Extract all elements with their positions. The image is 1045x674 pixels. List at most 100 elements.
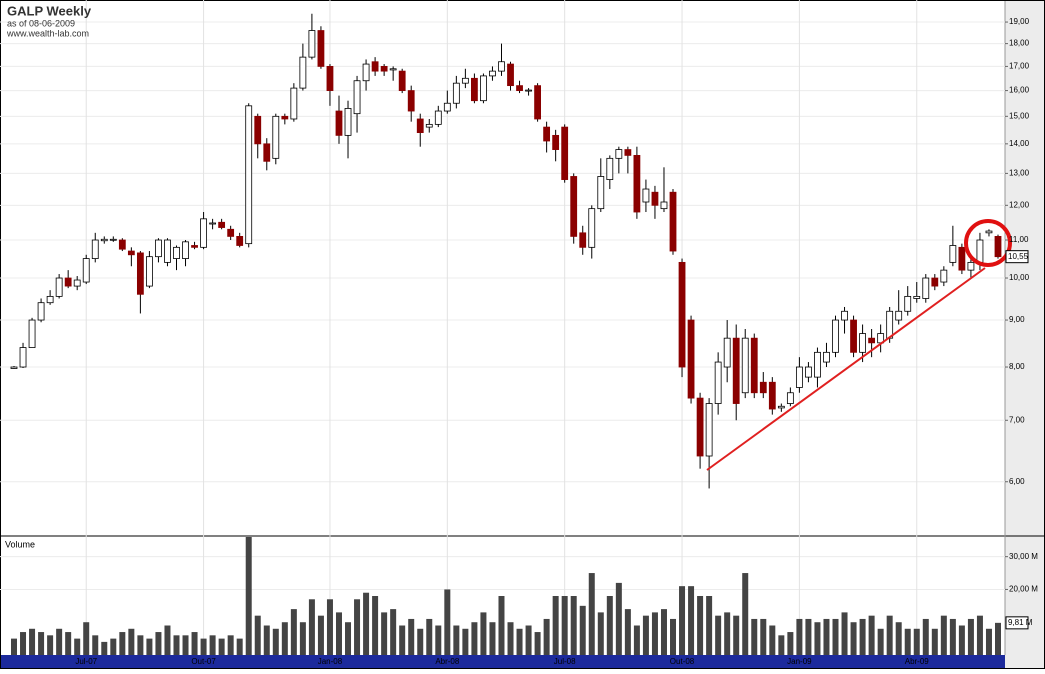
candle-up: [525, 89, 532, 92]
volume-bar: [435, 625, 442, 655]
candle-up: [814, 351, 821, 378]
candle-down: [227, 228, 235, 237]
candle-up: [173, 246, 180, 259]
candle-up: [904, 295, 912, 312]
y-tick-label: 17,00: [1009, 62, 1030, 71]
y-tick-label: 9,00: [1009, 315, 1025, 324]
candle-down: [958, 246, 966, 271]
volume-bar: [363, 592, 370, 655]
volume-bar: [218, 638, 225, 655]
volume-bar: [390, 609, 397, 655]
candle-up: [73, 279, 81, 287]
volume-bar: [335, 612, 342, 655]
candle-up: [344, 108, 352, 136]
last-value-label: 9,81 M: [1008, 618, 1033, 627]
candle-up: [777, 405, 785, 409]
volume-bar: [381, 612, 388, 655]
volume-bar: [480, 612, 487, 655]
candle-up: [362, 63, 370, 82]
volume-bar: [119, 632, 126, 655]
candle-down: [850, 319, 857, 353]
candle-up: [841, 310, 848, 321]
candle-up: [19, 347, 27, 368]
volume-bar: [408, 618, 415, 655]
candle-down: [317, 30, 325, 67]
volume-bar: [272, 628, 279, 655]
volume-bar: [444, 589, 451, 655]
candle-down: [687, 319, 695, 399]
candle-up: [443, 102, 451, 112]
volume-bar: [38, 632, 45, 655]
highlight-circle: [964, 219, 1012, 267]
candle-down: [994, 236, 1002, 258]
candle-down: [534, 85, 541, 120]
candle-down: [507, 63, 514, 87]
volume-bar: [498, 596, 505, 655]
y-tick-label: 15,00: [1009, 111, 1030, 120]
candle-up: [308, 30, 316, 58]
volume-bar: [245, 537, 252, 655]
volume-bar: [913, 628, 920, 655]
candle-up: [245, 105, 253, 245]
volume-bar: [164, 625, 171, 655]
candle-up: [913, 295, 921, 299]
candle-down: [552, 134, 560, 150]
volume-bar: [895, 622, 902, 655]
volume-bar: [670, 618, 677, 655]
chart-title: GALP Weekly: [7, 3, 92, 18]
candle-down: [868, 337, 876, 344]
candle-up: [489, 70, 496, 77]
candle-up: [940, 269, 948, 283]
corner: [1005, 655, 1045, 669]
volume-bar: [796, 618, 803, 655]
y-tick-label: 6,00: [1009, 477, 1025, 486]
volume-bar: [624, 609, 631, 655]
y-tick-label: 13,00: [1009, 169, 1030, 178]
volume-bar: [651, 612, 658, 655]
volume-bar: [697, 596, 704, 655]
x-tick-label: Jan-09: [787, 657, 812, 666]
candle-up: [606, 157, 614, 180]
candle-up: [434, 110, 442, 125]
candle-down: [118, 239, 126, 250]
candle-up: [859, 333, 866, 353]
volume-bar: [534, 632, 541, 655]
candle-down: [380, 66, 388, 72]
volume-bar: [985, 628, 992, 655]
candle-up: [461, 77, 469, 84]
volume-bar: [733, 615, 740, 655]
volume-bar: [850, 622, 857, 655]
volume-bar: [679, 586, 686, 655]
volume-bar: [958, 625, 965, 655]
candle-up: [10, 366, 18, 369]
trend-line: [706, 267, 986, 471]
volume-bar: [859, 618, 866, 655]
y-tick-label: 7,00: [1009, 415, 1025, 424]
volume-bar: [372, 596, 379, 655]
candle-up: [922, 277, 930, 299]
volume-bar: [507, 622, 514, 655]
candle-up: [164, 239, 171, 263]
volume-bar: [173, 635, 180, 655]
candle-up: [46, 295, 54, 304]
candle-up: [832, 319, 839, 353]
candle-up: [498, 61, 505, 72]
volume-bar: [561, 596, 568, 655]
volume-bar: [146, 638, 153, 655]
candle-up: [389, 68, 397, 71]
volume-bar: [299, 622, 306, 655]
volume-bar: [11, 638, 17, 655]
candle-down: [398, 70, 406, 91]
volume-bar: [308, 599, 315, 655]
volume-bar: [345, 622, 352, 655]
volume-bar: [922, 618, 929, 655]
volume-bar: [83, 622, 90, 655]
candle-up: [209, 222, 217, 225]
candle-up: [823, 351, 830, 363]
candle-up: [91, 239, 99, 259]
candle-up: [985, 230, 993, 234]
volume-bar: [417, 628, 424, 655]
y-tick-label: 30,00 M: [1009, 552, 1038, 561]
